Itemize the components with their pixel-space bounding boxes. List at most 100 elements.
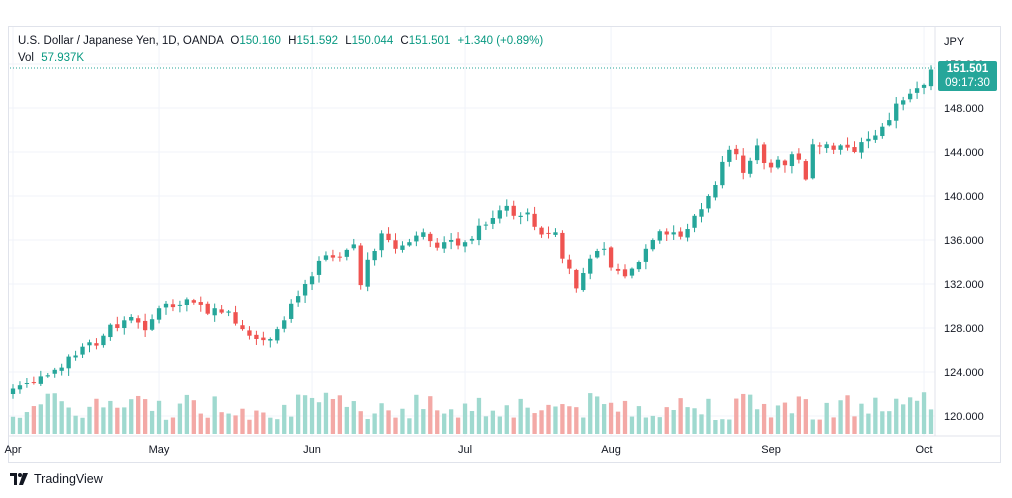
- candle-body: [497, 210, 502, 219]
- candle-body: [184, 299, 190, 306]
- candle-body: [38, 376, 43, 384]
- price-tick-label: 148.000: [944, 103, 984, 115]
- candle-body: [435, 242, 440, 248]
- last-price-value: 151.501: [946, 63, 989, 75]
- candle-body: [504, 205, 509, 211]
- candle-body: [261, 337, 266, 341]
- candle-body: [581, 273, 586, 291]
- high-label: H: [288, 35, 297, 47]
- volume-bar: [622, 400, 628, 434]
- candle-body: [560, 232, 565, 259]
- volume-bar: [323, 392, 329, 434]
- candle-body: [400, 245, 405, 250]
- volume-bar: [309, 397, 315, 434]
- volume-bar: [330, 398, 336, 434]
- candle-body: [226, 311, 231, 313]
- open-label: O: [230, 35, 240, 47]
- price-tick-label: 136.000: [944, 235, 984, 247]
- volume-bar: [400, 408, 405, 434]
- volume-bar: [581, 417, 586, 434]
- volume-bar: [671, 409, 676, 434]
- candle-body: [31, 382, 37, 384]
- candle-body: [539, 227, 544, 235]
- volume-bar: [692, 408, 697, 434]
- candle-body: [483, 224, 489, 226]
- candle-body: [845, 144, 850, 148]
- candle-body: [393, 240, 398, 249]
- volume-bar: [379, 403, 384, 434]
- volume-bar: [198, 413, 203, 434]
- high-value: 151.592: [296, 35, 339, 47]
- volume-bar: [831, 417, 836, 434]
- volume-bar: [894, 398, 899, 434]
- candle-body: [643, 248, 649, 262]
- volume-bar: [462, 403, 468, 434]
- volume-bar: [553, 406, 558, 434]
- candle-body: [720, 161, 725, 186]
- low-value: 150.044: [351, 35, 394, 47]
- price-tick-label: 132.000: [944, 279, 984, 291]
- volume-bar: [901, 404, 906, 434]
- volume-bar: [435, 410, 440, 434]
- tradingview-logo-icon: [10, 473, 28, 485]
- volume-bar: [636, 406, 642, 434]
- volume-bar: [810, 419, 815, 434]
- volume-bar: [212, 396, 217, 434]
- volume-bar: [866, 413, 871, 434]
- candle-body: [59, 367, 64, 371]
- candle-body: [518, 215, 523, 217]
- volume-bar: [727, 419, 732, 434]
- candle-body: [282, 320, 287, 329]
- chart-panel[interactable]: [8, 26, 1001, 463]
- candle-body: [803, 161, 808, 180]
- candle-body: [163, 303, 169, 308]
- candle-body: [706, 196, 711, 209]
- time-tick-label: Jun: [303, 444, 321, 456]
- candle-body: [880, 126, 885, 137]
- volume-bar: [73, 415, 78, 434]
- candle-body: [351, 244, 356, 249]
- candle-body: [595, 251, 600, 258]
- volume-bar: [136, 395, 141, 434]
- candle-body: [657, 231, 662, 241]
- price-tick-label: 144.000: [944, 147, 984, 159]
- volume-bar: [525, 407, 530, 434]
- candle-body: [428, 233, 433, 242]
- price-axis[interactable]: 152.000148.000144.000140.000136.000132.0…: [944, 59, 984, 423]
- candle-body: [275, 329, 280, 341]
- candle-body: [601, 248, 607, 250]
- candle-body: [66, 356, 71, 369]
- volume-bar: [393, 417, 398, 434]
- price-tick-label: 124.000: [944, 367, 984, 379]
- candle-body: [73, 355, 78, 358]
- candle-body: [108, 324, 113, 338]
- candle-body: [873, 135, 878, 140]
- volume-bars: [10, 392, 934, 434]
- candle-body: [170, 304, 176, 308]
- candle-body: [692, 215, 697, 228]
- price-tick-label: 120.000: [944, 411, 984, 423]
- candle-body: [615, 268, 621, 271]
- tradingview-brand[interactable]: TradingView: [10, 472, 103, 486]
- candle-body: [149, 319, 155, 330]
- volume-bar: [52, 393, 57, 434]
- volume-bar: [741, 393, 746, 434]
- close-value: 151.501: [408, 35, 451, 47]
- volume-bar: [789, 413, 795, 434]
- volume-bar: [358, 411, 363, 434]
- candle-body: [469, 238, 475, 241]
- volume-bar: [87, 406, 92, 434]
- candle-body: [407, 242, 412, 246]
- time-axis[interactable]: Apr May Jun Jul Aug Sep Oct: [4, 444, 932, 456]
- time-tick-label: Jul: [458, 444, 472, 456]
- volume-bar: [101, 407, 106, 434]
- candle-body: [553, 232, 558, 235]
- volume-bar: [595, 396, 600, 434]
- time-tick-label: Aug: [601, 444, 621, 456]
- volume-bar: [567, 406, 572, 434]
- volume-bar: [629, 416, 635, 434]
- volume-bar: [170, 417, 176, 434]
- price-tick-label: 140.000: [944, 191, 984, 203]
- candle-body: [838, 145, 843, 150]
